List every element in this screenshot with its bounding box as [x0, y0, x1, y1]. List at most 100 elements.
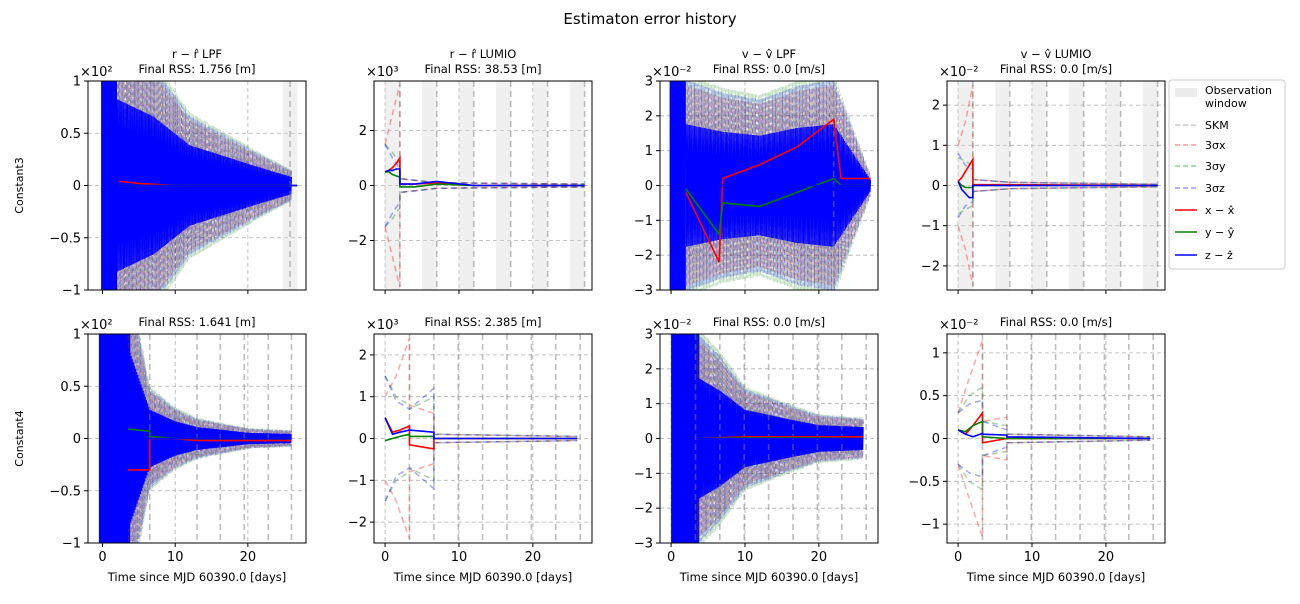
series-z: [957, 429, 1151, 440]
y-tick-label: 0.5: [60, 380, 81, 395]
series-y: [957, 420, 1151, 440]
y-tick-label: 3: [645, 328, 653, 343]
sigma-bound-x: [957, 84, 1158, 186]
y-tick-label: 1: [73, 328, 81, 343]
sigma-bound-x: [957, 185, 1158, 287]
sigma-bound-x: [957, 439, 1151, 538]
y-tick-label: −2: [921, 259, 940, 274]
y-axis-label: Constant4: [13, 410, 26, 466]
x-tick-label: 0: [667, 550, 675, 565]
observation-window: [385, 81, 400, 290]
y-tick-label: 0: [932, 179, 940, 194]
x-axis-label: Time since MJD 60390.0 [days]: [107, 570, 286, 584]
error-burst: [101, 81, 118, 290]
legend-label: y − ŷ: [1205, 226, 1235, 239]
y-tick-label: 2: [932, 99, 940, 114]
legend-entry: x − x̂: [1175, 204, 1235, 217]
y-tick-label: −1: [62, 284, 81, 299]
legend-label: 3σy: [1205, 160, 1226, 173]
y-tick-label: −1: [634, 214, 653, 229]
figure-title: Estimaton error history: [563, 10, 736, 28]
series-xx: [957, 156, 1158, 187]
legend-label: x − x̂: [1205, 204, 1235, 217]
sigma-bound-z: [957, 152, 1158, 186]
series-y: [685, 177, 871, 237]
legend-label: Observation window: [1205, 84, 1272, 110]
subplot-title: v − v̂ LUMIO: [1021, 47, 1092, 61]
legend-label: SKM: [1205, 119, 1229, 132]
sigma-bound-y: [957, 385, 1151, 438]
legend-label: 3σz: [1205, 182, 1225, 195]
x-tick-label: 20: [811, 550, 828, 565]
legend-swatch: [1175, 88, 1197, 97]
y-tick-label: −2: [348, 234, 367, 249]
plot-area: [374, 81, 592, 290]
error-oscillation-z: [696, 377, 864, 500]
series-xx: [384, 155, 585, 187]
x-tick-label: 20: [240, 550, 257, 565]
x-tick-label: 0: [954, 550, 962, 565]
sigma-bound-x: [384, 337, 578, 438]
final-rss-label: Final RSS: 1.756 [m]: [138, 62, 255, 76]
legend-label: 3σx: [1205, 139, 1226, 152]
y-tick-label: 1: [359, 390, 367, 405]
y-tick-label: −2: [634, 502, 653, 517]
y-tick-label: 1: [645, 144, 653, 159]
axis-exponent: ×10⁻²: [939, 65, 979, 80]
y-tick-label: −1: [921, 219, 940, 234]
y-tick-label: 1: [645, 397, 653, 412]
legend-entry: SKM: [1175, 119, 1229, 132]
sigma-bound-x: [384, 186, 585, 288]
axis-exponent: ×10²: [80, 65, 113, 80]
y-tick-label: −0.5: [908, 475, 940, 490]
series-z: [384, 168, 585, 187]
legend: Observation window SKM 3σx 3σy 3σz x − x̂ y − ŷ…: [1168, 79, 1286, 270]
sigma-bound-z: [384, 143, 585, 185]
series-z: [957, 181, 1158, 199]
y-tick-label: −0.5: [49, 231, 81, 246]
y-tick-label: 0: [73, 432, 81, 447]
error-burst: [671, 334, 700, 543]
sigma-bound-z: [957, 398, 1151, 438]
plot-area: [88, 334, 306, 543]
subplot-1-1: 0 10 20 −2 −1 0 1 2 ×10³ Final RSS: 2.385 [m] Time…: [348, 315, 593, 584]
plot-area: [660, 81, 878, 290]
y-tick-label: −3: [634, 284, 653, 299]
plot-area: [660, 334, 878, 543]
final-rss-label: Final RSS: 38.53 [m]: [424, 62, 541, 76]
y-tick-label: −3: [634, 537, 653, 552]
x-tick-label: 20: [525, 550, 542, 565]
y-tick-label: 2: [359, 124, 367, 139]
legend-box: [1168, 79, 1286, 270]
legend-entry: z − ẑ: [1175, 249, 1233, 262]
plot-area: [374, 334, 592, 543]
y-tick-label: 0.5: [60, 127, 81, 142]
error-oscillation-z: [116, 99, 292, 272]
error-oscillation-z: [685, 124, 872, 247]
error-burst: [98, 334, 131, 543]
legend-entry: Observation window: [1175, 84, 1272, 110]
sigma-bound-x: [384, 83, 585, 185]
legend-entry: y − ŷ: [1175, 226, 1235, 239]
subplot-title: r − r̂ LUMIO: [450, 47, 517, 61]
x-axis-label: Time since MJD 60390.0 [days]: [966, 570, 1145, 584]
final-rss-label: Final RSS: 0.0 [m/s]: [1000, 315, 1112, 329]
error-oscillation-z: [127, 346, 292, 529]
subplot-1-3: 0 10 20 −1 −0.5 0 0.5 1 ×10⁻² Final RSS: 0.0 [m/s…: [908, 315, 1166, 584]
series-xx: [685, 117, 871, 263]
final-rss-label: Final RSS: 0.0 [m/s]: [1000, 62, 1112, 76]
y-tick-label: 0: [73, 179, 81, 194]
plot-area: [88, 81, 306, 290]
series-z: [384, 417, 578, 440]
x-axis-label: Time since MJD 60390.0 [days]: [679, 570, 858, 584]
subplot-title: r − r̂ LPF: [172, 47, 222, 61]
sigma-bound-y: [957, 185, 1158, 215]
observation-window: [958, 81, 973, 290]
error-burst: [669, 81, 686, 290]
sigma-bound-z: [957, 185, 1158, 219]
y-tick-label: 0: [359, 432, 367, 447]
